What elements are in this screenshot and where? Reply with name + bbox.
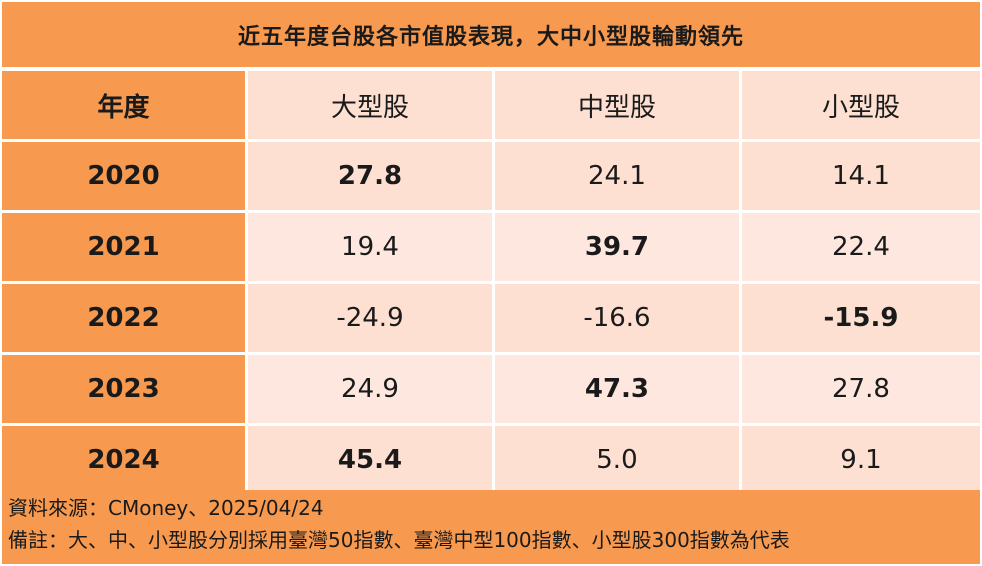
cell-mid-cap: 39.7: [494, 213, 742, 284]
source-note: 資料來源：CMoney、2025/04/24: [8, 496, 324, 520]
returns-table: 年度 大型股 中型股 小型股 2020 27.8 24.1 14.1 2021 …: [2, 71, 980, 497]
table-row: 2022 -24.9 -16.6 -15.9: [2, 284, 980, 355]
table-header-row: 年度 大型股 中型股 小型股: [2, 71, 980, 142]
cell-small-cap: 27.8: [741, 355, 980, 426]
header-year: 年度: [2, 71, 248, 142]
table-row: 2021 19.4 39.7 22.4: [2, 213, 980, 284]
cell-large-cap: 19.4: [248, 213, 495, 284]
table-row: 2023 24.9 47.3 27.8: [2, 355, 980, 426]
row-year: 2022: [2, 284, 248, 355]
row-year: 2020: [2, 142, 248, 213]
cell-mid-cap: -16.6: [494, 284, 742, 355]
cell-mid-cap: 24.1: [494, 142, 742, 213]
cell-mid-cap: 5.0: [494, 426, 742, 497]
cell-large-cap: -24.9: [248, 284, 495, 355]
row-year: 2024: [2, 426, 248, 497]
cell-small-cap: 14.1: [741, 142, 980, 213]
table-footer: 資料來源：CMoney、2025/04/24 備註：大、中、小型股分別採用臺灣5…: [2, 490, 980, 564]
header-large-cap: 大型股: [248, 71, 495, 142]
table-title: 近五年度台股各市值股表現，大中小型股輪動領先: [2, 2, 980, 67]
cell-large-cap: 24.9: [248, 355, 495, 426]
cell-large-cap: 27.8: [248, 142, 495, 213]
table-row: 2024 45.4 5.0 9.1: [2, 426, 980, 497]
header-mid-cap: 中型股: [494, 71, 742, 142]
cell-small-cap: -15.9: [741, 284, 980, 355]
cell-small-cap: 9.1: [741, 426, 980, 497]
header-small-cap: 小型股: [741, 71, 980, 142]
table-row: 2020 27.8 24.1 14.1: [2, 142, 980, 213]
cell-small-cap: 22.4: [741, 213, 980, 284]
remark-note: 備註：大、中、小型股分別採用臺灣50指數、臺灣中型100指數、小型股300指數為…: [8, 528, 790, 552]
cell-large-cap: 45.4: [248, 426, 495, 497]
row-year: 2021: [2, 213, 248, 284]
row-year: 2023: [2, 355, 248, 426]
cell-mid-cap: 47.3: [494, 355, 742, 426]
